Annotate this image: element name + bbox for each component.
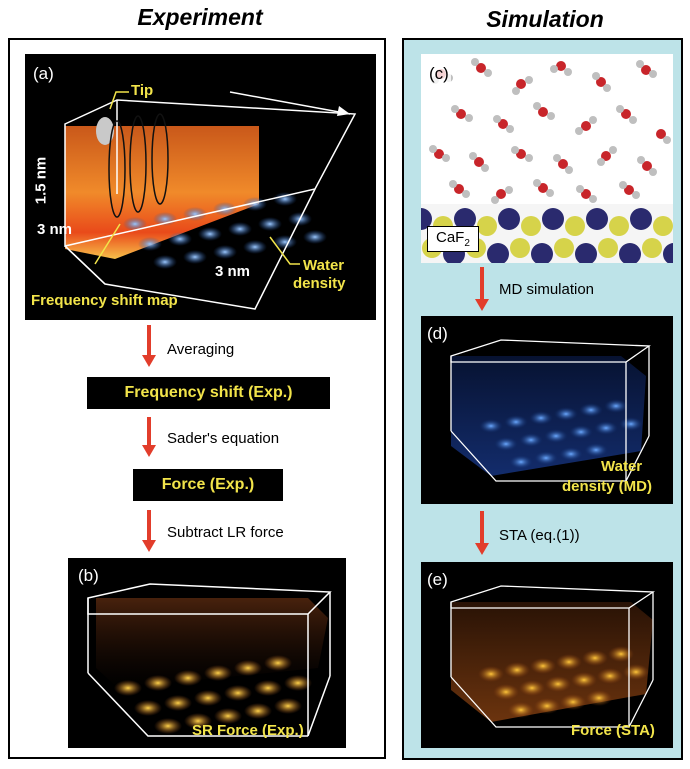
force-exp-box: Force (Exp.)	[133, 469, 283, 501]
panel-a-graphic	[64, 91, 357, 310]
experiment-heading: Experiment	[137, 4, 263, 30]
arrow-sader	[142, 417, 156, 457]
panel-c-label: (c)	[427, 64, 451, 84]
width-bottom-label: 3 nm	[215, 263, 251, 280]
subtract-label: Subtract LR force	[167, 524, 284, 541]
panel-a-label: (a)	[33, 64, 54, 83]
panel-c-graphic	[421, 58, 673, 263]
simulation-heading: Simulation	[486, 6, 604, 32]
width-left-label: 3 nm	[37, 221, 73, 238]
averaging-label: Averaging	[167, 341, 235, 358]
water-density-label-2: density	[293, 275, 346, 292]
sader-label: Sader's equation	[167, 430, 280, 447]
frequency-shift-box: Frequency shift (Exp.)	[87, 377, 330, 409]
caf2-text: CaF	[436, 229, 465, 246]
panel-b-label: (b)	[78, 566, 99, 585]
panel-e-image: (e) Force (STA)	[421, 562, 673, 748]
panel-b-image: (b) SR Force (Exp.)	[68, 558, 346, 748]
panel-c-image: (c) CaF2	[421, 54, 673, 263]
frequency-shift-map-label: Frequency shift map	[31, 292, 178, 309]
panel-b-graphic	[87, 583, 332, 737]
water-density-label-1: Water	[303, 257, 345, 274]
panel-e-graphic	[450, 585, 656, 728]
sr-force-label: SR Force (Exp.)	[192, 722, 304, 739]
caf2-label: CaF2	[427, 226, 479, 252]
arrow-subtract	[142, 510, 156, 552]
panel-d-label: (d)	[427, 324, 448, 343]
arrow-sta	[475, 511, 489, 555]
water-density-md-label-2: density (MD)	[562, 478, 652, 495]
height-label: 1.5 nm	[32, 156, 50, 205]
force-sta-label: Force (STA)	[571, 722, 655, 739]
arrow-md	[475, 267, 489, 311]
panel-a-image: (a) Tip 1.5 nm 3 nm 3 nm Water density F…	[25, 54, 376, 320]
tip-label: Tip	[131, 82, 154, 99]
md-simulation-label: MD simulation	[499, 281, 595, 298]
panel-e-label: (e)	[427, 570, 448, 589]
panel-d-image: (d) Water density (MD)	[421, 316, 673, 504]
water-density-md-label-1: Water	[601, 458, 643, 475]
arrow-averaging	[142, 325, 156, 367]
panel-d-graphic	[450, 339, 651, 482]
sta-label: STA (eq.(1))	[499, 527, 580, 544]
caf2-subscript: 2	[464, 238, 470, 249]
